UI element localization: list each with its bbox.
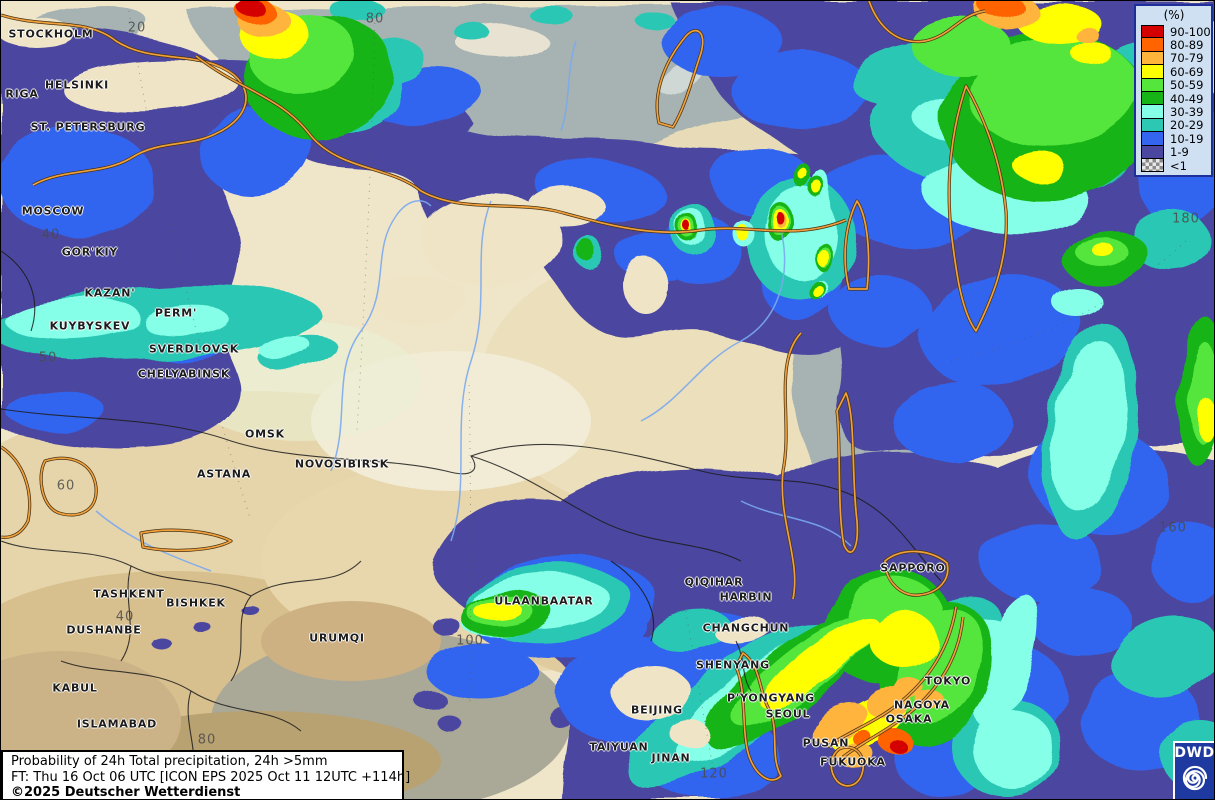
legend-swatch bbox=[1141, 78, 1164, 92]
legend-swatch bbox=[1141, 105, 1164, 119]
legend-row--1: <1 bbox=[1141, 158, 1211, 173]
legend-swatch bbox=[1141, 132, 1164, 146]
forecast-time: FT: Thu 16 Oct 06 UTC [ICON EPS 2025 Oct… bbox=[11, 769, 411, 785]
info-box: Probability of 24h Total precipitation, … bbox=[1, 750, 411, 800]
legend-row-10-19: 10-19 bbox=[1141, 131, 1211, 146]
legend-label: 50-59 bbox=[1170, 78, 1204, 93]
legend-label: 90-100 bbox=[1170, 24, 1211, 39]
legend-label: 30-39 bbox=[1170, 105, 1204, 120]
copyright: ©2025 Deutscher Wetterdienst bbox=[11, 785, 241, 800]
legend-label: 60-69 bbox=[1170, 64, 1204, 79]
legend-row-90-100: 90-100 bbox=[1141, 24, 1211, 39]
dwd-spiral-icon bbox=[1182, 765, 1207, 791]
legend-rows: 90-100 80-89 70-79 60-69 50-59 40-49 30-39 20-2… bbox=[1141, 24, 1211, 173]
legend-swatch bbox=[1141, 51, 1164, 66]
legend-label: <1 bbox=[1170, 158, 1187, 173]
legend-row-30-39: 30-39 bbox=[1141, 105, 1211, 120]
legend-row-1-9: 1-9 bbox=[1141, 145, 1211, 160]
legend-label: 20-29 bbox=[1170, 118, 1204, 133]
legend-title: (%) bbox=[1163, 8, 1185, 22]
legend-row-60-69: 60-69 bbox=[1141, 64, 1211, 79]
legend-swatch bbox=[1141, 91, 1164, 106]
legend-label: 1-9 bbox=[1170, 145, 1189, 160]
legend-row-80-89: 80-89 bbox=[1141, 38, 1211, 53]
legend-label: 70-79 bbox=[1170, 51, 1204, 66]
legend-row-20-29: 20-29 bbox=[1141, 118, 1211, 133]
legend-row-40-49: 40-49 bbox=[1141, 91, 1211, 106]
legend-label: 80-89 bbox=[1170, 38, 1204, 53]
map-title: Probability of 24h Total precipitation, … bbox=[11, 754, 328, 769]
dwd-logo-text: DWD bbox=[1174, 745, 1215, 761]
legend-row-50-59: 50-59 bbox=[1141, 78, 1211, 93]
legend-swatch bbox=[1141, 145, 1164, 159]
legend-label: 10-19 bbox=[1170, 131, 1204, 146]
legend-swatch bbox=[1141, 158, 1164, 173]
line-layer bbox=[1, 1, 1187, 799]
legend-swatch bbox=[1141, 65, 1164, 79]
dwd-logo: DWD bbox=[1173, 741, 1214, 799]
legend-row-70-79: 70-79 bbox=[1141, 51, 1211, 66]
precipitation-legend: (%) 90-100 80-89 70-79 60-69 50-59 40-49 30-39… bbox=[1134, 4, 1213, 178]
legend-swatch bbox=[1141, 25, 1164, 39]
legend-swatch bbox=[1141, 38, 1164, 52]
legend-label: 40-49 bbox=[1170, 91, 1204, 106]
legend-swatch bbox=[1141, 118, 1164, 133]
